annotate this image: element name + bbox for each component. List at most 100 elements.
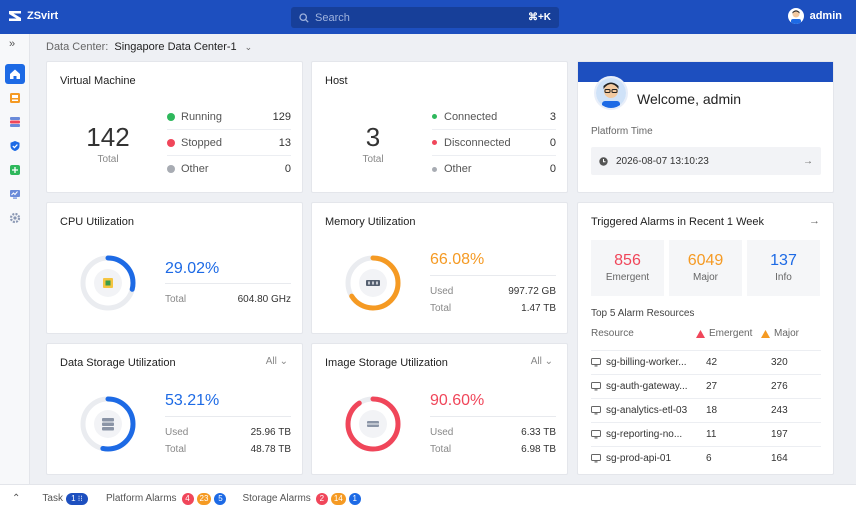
host-status-other[interactable]: Other 0 <box>432 156 556 182</box>
data-storage-filter[interactable]: All ⌄ <box>266 356 288 367</box>
zsvirt-logo-icon <box>9 11 21 21</box>
platform-time-box[interactable]: 2026-08-07 13:10:23 → <box>591 147 821 175</box>
vm-icon <box>10 93 20 103</box>
app-logo[interactable]: ZSvirt <box>8 9 58 23</box>
platform-alarms-label: Platform Alarms <box>105 493 177 504</box>
memory-gauge <box>345 255 401 311</box>
resource-name: sg-auth-gateway... <box>606 381 688 392</box>
host-status-value: 0 <box>549 163 556 175</box>
sidebar-item-monitor[interactable] <box>5 184 25 204</box>
gauge-arc <box>80 396 136 452</box>
search-shortcut: ⌘+K <box>527 12 551 23</box>
alarm-level-label: Major <box>692 272 718 283</box>
home-icon <box>10 69 20 79</box>
search-icon <box>299 12 309 23</box>
vm-card[interactable]: Virtual Machine 142 Total Running 129 St… <box>46 61 303 193</box>
user-name: admin <box>809 10 842 22</box>
vm-status-value: 13 <box>278 136 291 149</box>
host-status-label: Other <box>444 163 472 175</box>
host-status-label: Connected <box>444 110 498 123</box>
column-label: Major <box>774 328 800 339</box>
data-storage-card-title: Data Storage Utilization <box>60 357 176 369</box>
cpu-card-title: CPU Utilization <box>60 216 134 228</box>
platform-alarms-info-badge: 5 <box>214 492 227 505</box>
vm-status-stopped[interactable]: Stopped 13 <box>167 130 291 156</box>
column-label: Emergent <box>709 328 753 339</box>
table-row[interactable]: sg-auth-gateway... 27 276 <box>591 374 821 398</box>
storage-alarms-item[interactable]: Storage Alarms 2 14 1 <box>242 492 361 505</box>
vm-status-label: Stopped <box>181 136 222 149</box>
network-icon <box>10 165 20 175</box>
chevron-down-icon: ⌄ <box>544 356 553 367</box>
stat-value: 6.33 TB <box>521 427 556 438</box>
top-bar: ZSvirt Search ⌘+K admin <box>0 0 856 34</box>
sidebar-expand-icon[interactable]: » <box>9 38 16 50</box>
resource-name-cell: sg-prod-api-01 <box>591 453 701 464</box>
search-input[interactable]: Search ⌘+K <box>291 7 559 28</box>
vm-status-running[interactable]: Running 129 <box>167 104 291 130</box>
status-dot-icon <box>432 140 437 145</box>
arrow-right-icon[interactable]: → <box>803 155 813 167</box>
sidebar-item-home[interactable] <box>5 64 25 84</box>
stat-value: 604.80 GHz <box>237 294 291 305</box>
server-monitor-icon <box>591 430 601 439</box>
warning-triangle-icon <box>696 329 705 338</box>
server-monitor-icon <box>591 358 601 367</box>
image-layers-icon <box>366 421 380 427</box>
task-label: Task <box>42 493 63 504</box>
clock-icon <box>599 156 608 166</box>
platform-time-value: 2026-08-07 13:10:23 <box>616 155 709 167</box>
host-status-disconnected[interactable]: Disconnected 0 <box>432 130 556 156</box>
column-major: Major <box>761 328 799 339</box>
user-menu[interactable]: admin <box>787 8 842 24</box>
task-count: 1 <box>71 493 76 503</box>
image-storage-filter[interactable]: All ⌄ <box>531 356 553 367</box>
filter-value: All <box>265 356 277 367</box>
data-storage-gauge <box>80 396 136 452</box>
stat-label: Used <box>165 427 189 438</box>
arrow-right-icon[interactable]: → <box>809 215 820 227</box>
sidebar-item-security[interactable] <box>5 136 25 156</box>
sidebar-item-vm[interactable] <box>5 88 25 108</box>
sidebar-item-settings[interactable] <box>5 208 25 228</box>
datacenter-selector[interactable]: Data Center: Singapore Data Center-1 ⌄ <box>46 41 252 53</box>
resource-name-cell: sg-billing-worker... <box>591 357 701 368</box>
alarm-box-info[interactable]: 137 Info <box>747 240 820 296</box>
vm-status-label: Other <box>181 163 209 175</box>
image-storage-card[interactable]: Image Storage Utilization All ⌄ 90.60% U… <box>311 343 568 475</box>
stat-label: Total <box>165 444 187 455</box>
memory-percent: 66.08% <box>430 251 485 268</box>
table-row[interactable]: sg-billing-worker... 42 320 <box>591 350 821 374</box>
alarm-level-label: Info <box>775 272 792 283</box>
divider <box>430 416 556 417</box>
host-status-connected[interactable]: Connected 3 <box>432 104 556 130</box>
gauge-arc <box>345 396 401 452</box>
chevron-up-icon[interactable]: ⌃ <box>12 493 21 504</box>
host-card[interactable]: Host 3 Total Connected 3 Disconnected 0 … <box>311 61 568 193</box>
vm-status-other[interactable]: Other 0 <box>167 156 291 182</box>
resource-emergent: 6 <box>706 453 712 464</box>
alarm-box-emergent[interactable]: 856 Emergent <box>591 240 664 296</box>
resource-name-cell: sg-auth-gateway... <box>591 381 701 392</box>
server-monitor-icon <box>591 406 601 415</box>
cpu-card[interactable]: CPU Utilization 29.02% Total 604.80 GHz <box>46 202 303 334</box>
table-row[interactable]: sg-analytics-etl-03 18 243 <box>591 398 821 422</box>
alarm-box-major[interactable]: 6049 Major <box>669 240 742 296</box>
chevron-down-icon: ⌄ <box>279 356 288 367</box>
sidebar-item-storage[interactable] <box>5 112 25 132</box>
resource-emergent: 11 <box>706 429 717 440</box>
platform-alarms-emergent-badge: 4 <box>181 492 194 505</box>
table-row[interactable]: sg-reporting-no... 11 197 <box>591 422 821 446</box>
data-storage-card[interactable]: Data Storage Utilization All ⌄ 53.21% Us… <box>46 343 303 475</box>
sidebar-item-network[interactable] <box>5 160 25 180</box>
table-row[interactable]: sg-prod-api-01 6 164 <box>591 446 821 470</box>
platform-alarms-item[interactable]: Platform Alarms 4 23 5 <box>105 492 227 505</box>
task-item[interactable]: Task 1 ⁝⁝ <box>42 492 88 505</box>
platform-time-label: Platform Time <box>591 126 653 137</box>
resource-major: 320 <box>771 357 788 368</box>
memory-card[interactable]: Memory Utilization 66.08% Used 997.72 GB … <box>311 202 568 334</box>
resource-name: sg-reporting-no... <box>606 429 683 440</box>
user-avatar-icon <box>787 8 804 24</box>
alarms-card-title: Triggered Alarms in Recent 1 Week <box>591 216 765 228</box>
spinner-icon: ⁝⁝ <box>77 493 83 503</box>
